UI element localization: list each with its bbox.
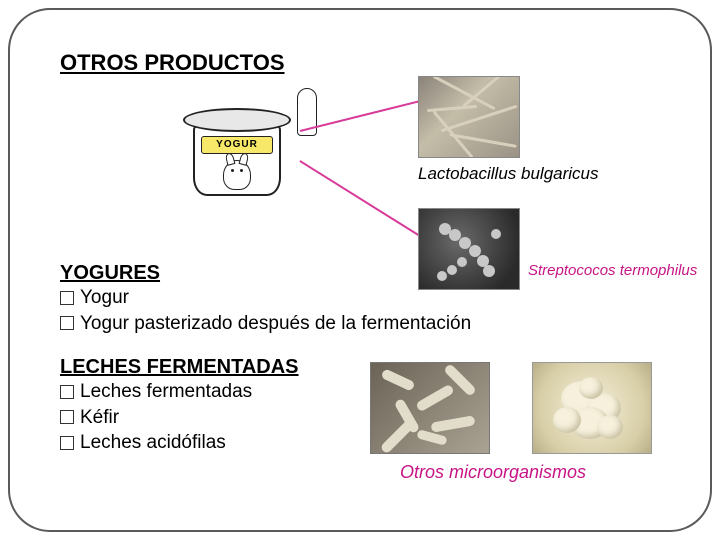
leches-list: Leches fermentadasKéfirLeches acidófilas — [60, 379, 299, 456]
checkbox-icon — [60, 436, 74, 450]
checkbox-icon — [60, 291, 74, 305]
yogures-list: YogurYogur pasterizado después de la fer… — [60, 285, 471, 336]
yogurt-cup-label: YOGUR — [201, 136, 273, 154]
list-item: Leches fermentadas — [60, 379, 299, 405]
leches-section: LECHES FERMENTADAS Leches fermentadasKéf… — [60, 356, 299, 456]
list-item-label: Kéfir — [80, 405, 119, 431]
lactobacillus-image — [418, 76, 520, 158]
lactobacillus-caption: Lactobacillus bulgaricus — [418, 164, 599, 184]
slide-title: OTROS PRODUCTOS — [60, 50, 672, 76]
yogures-section: YOGURES YogurYogur pasterizado después d… — [60, 262, 471, 336]
yogurt-cup-drawing: YOGUR — [175, 86, 305, 206]
otros-caption: Otros microorganismos — [400, 462, 586, 483]
slide-content: OTROS PRODUCTOS YOGUR Lactobacillus bulg… — [0, 0, 720, 540]
leches-heading: LECHES FERMENTADAS — [60, 356, 299, 379]
list-item: Yogur — [60, 285, 471, 311]
list-item: Kéfir — [60, 405, 299, 431]
checkbox-icon — [60, 385, 74, 399]
list-item-label: Yogur — [80, 285, 129, 311]
list-item-label: Leches fermentadas — [80, 379, 252, 405]
otros-image-1 — [370, 362, 490, 454]
checkbox-icon — [60, 316, 74, 330]
list-item-label: Leches acidófilas — [80, 430, 226, 456]
list-item: Leches acidófilas — [60, 430, 299, 456]
list-item: Yogur pasterizado después de la fermenta… — [60, 311, 471, 337]
streptococos-caption: Streptococos termophilus — [528, 262, 697, 279]
list-item-label: Yogur pasterizado después de la fermenta… — [80, 311, 471, 337]
otros-image-2 — [532, 362, 652, 454]
yogurt-illustration: YOGUR — [175, 86, 345, 221]
yogures-heading: YOGURES — [60, 262, 471, 285]
checkbox-icon — [60, 410, 74, 424]
